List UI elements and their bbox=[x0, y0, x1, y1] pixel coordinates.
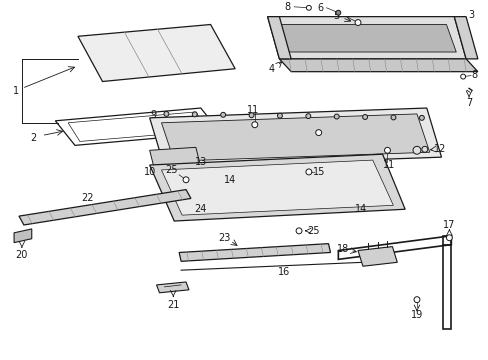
Text: 23: 23 bbox=[218, 233, 230, 243]
Polygon shape bbox=[179, 244, 330, 261]
Text: 3: 3 bbox=[467, 10, 473, 20]
Polygon shape bbox=[161, 114, 429, 161]
Circle shape bbox=[305, 169, 311, 175]
Text: 5: 5 bbox=[333, 11, 339, 21]
Text: 19: 19 bbox=[410, 310, 422, 320]
Circle shape bbox=[183, 177, 188, 183]
Polygon shape bbox=[279, 24, 455, 52]
Circle shape bbox=[413, 297, 419, 303]
Circle shape bbox=[362, 114, 367, 120]
Text: 7: 7 bbox=[465, 98, 471, 108]
Circle shape bbox=[390, 115, 395, 120]
Circle shape bbox=[421, 147, 427, 152]
Circle shape bbox=[248, 113, 253, 118]
Circle shape bbox=[296, 228, 302, 234]
Text: 8: 8 bbox=[284, 2, 290, 12]
Text: 14: 14 bbox=[354, 204, 366, 214]
Circle shape bbox=[163, 112, 168, 116]
Text: 4: 4 bbox=[268, 64, 274, 74]
Circle shape bbox=[419, 116, 424, 120]
Polygon shape bbox=[14, 229, 32, 243]
Circle shape bbox=[460, 74, 465, 79]
Circle shape bbox=[277, 113, 282, 118]
Text: 8: 8 bbox=[470, 69, 476, 80]
Circle shape bbox=[305, 114, 310, 118]
Text: 10: 10 bbox=[143, 167, 156, 177]
Polygon shape bbox=[149, 108, 441, 167]
Text: 1: 1 bbox=[13, 86, 19, 96]
Text: 25: 25 bbox=[165, 165, 177, 175]
Text: 15: 15 bbox=[312, 167, 324, 177]
Text: 22: 22 bbox=[81, 193, 94, 203]
Circle shape bbox=[306, 5, 311, 10]
Circle shape bbox=[192, 112, 197, 117]
Text: 12: 12 bbox=[433, 144, 446, 154]
Polygon shape bbox=[149, 147, 201, 170]
Circle shape bbox=[220, 112, 225, 117]
Polygon shape bbox=[279, 59, 477, 72]
Text: 11: 11 bbox=[383, 160, 395, 170]
Polygon shape bbox=[78, 24, 235, 81]
Polygon shape bbox=[357, 247, 396, 266]
Polygon shape bbox=[453, 17, 477, 59]
Text: 25: 25 bbox=[307, 226, 319, 236]
Text: 13: 13 bbox=[194, 157, 206, 167]
Text: 9: 9 bbox=[150, 110, 156, 120]
Circle shape bbox=[354, 19, 360, 26]
Circle shape bbox=[251, 122, 257, 128]
Text: 14: 14 bbox=[224, 175, 236, 185]
Polygon shape bbox=[267, 17, 290, 59]
Text: 24: 24 bbox=[194, 204, 206, 214]
Polygon shape bbox=[156, 282, 188, 293]
Text: 6: 6 bbox=[317, 3, 323, 13]
Circle shape bbox=[334, 114, 339, 119]
Text: 18: 18 bbox=[336, 244, 348, 253]
Text: 16: 16 bbox=[278, 267, 290, 277]
Text: 20: 20 bbox=[16, 251, 28, 260]
Polygon shape bbox=[19, 190, 190, 225]
Circle shape bbox=[384, 147, 389, 153]
Text: 17: 17 bbox=[442, 220, 455, 230]
Circle shape bbox=[412, 147, 420, 154]
Polygon shape bbox=[149, 154, 405, 221]
Text: 2: 2 bbox=[31, 132, 37, 143]
Circle shape bbox=[315, 130, 321, 136]
Circle shape bbox=[335, 10, 340, 15]
Polygon shape bbox=[267, 17, 465, 59]
Text: 11: 11 bbox=[246, 105, 259, 115]
Circle shape bbox=[446, 235, 451, 241]
Polygon shape bbox=[161, 160, 392, 215]
Text: 21: 21 bbox=[167, 300, 179, 310]
